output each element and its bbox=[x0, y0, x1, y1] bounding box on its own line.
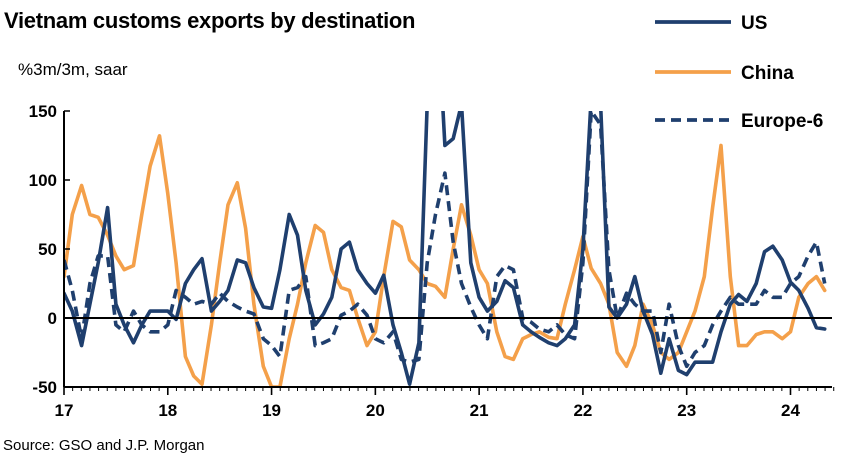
x-tick-label: 23 bbox=[677, 401, 696, 420]
source-note: Source: GSO and J.P. Morgan bbox=[3, 437, 205, 454]
x-tick-label: 17 bbox=[55, 401, 74, 420]
axes: -50 0 50 100 150 17 18 19 20 21 22 23 24 bbox=[29, 102, 835, 420]
y-tick-label: -50 bbox=[32, 378, 57, 397]
x-tick-label: 19 bbox=[262, 401, 281, 420]
legend-label-us: US bbox=[741, 13, 767, 34]
series-line-europe-6 bbox=[64, 111, 827, 369]
legend-label-china: China bbox=[741, 63, 794, 84]
legend-label-europe-6: Europe-6 bbox=[741, 111, 823, 132]
series-line-china bbox=[64, 134, 827, 387]
chart-subtitle: %3m/3m, saar bbox=[18, 60, 128, 79]
chart-title: Vietnam customs exports by destination bbox=[4, 8, 416, 33]
plot-lines bbox=[64, 111, 827, 387]
legend: US China Europe-6 bbox=[655, 13, 823, 132]
x-tick-label: 20 bbox=[366, 401, 385, 420]
x-tick-label: 21 bbox=[470, 401, 489, 420]
series-line-us bbox=[64, 111, 827, 386]
x-tick-label: 24 bbox=[781, 401, 800, 420]
x-tick-label: 18 bbox=[158, 401, 177, 420]
y-tick-label: 0 bbox=[48, 309, 57, 328]
y-tick-label: 50 bbox=[38, 240, 57, 259]
y-tick-label: 150 bbox=[29, 102, 57, 121]
x-tick-label: 22 bbox=[573, 401, 592, 420]
y-tick-label: 100 bbox=[29, 171, 57, 190]
